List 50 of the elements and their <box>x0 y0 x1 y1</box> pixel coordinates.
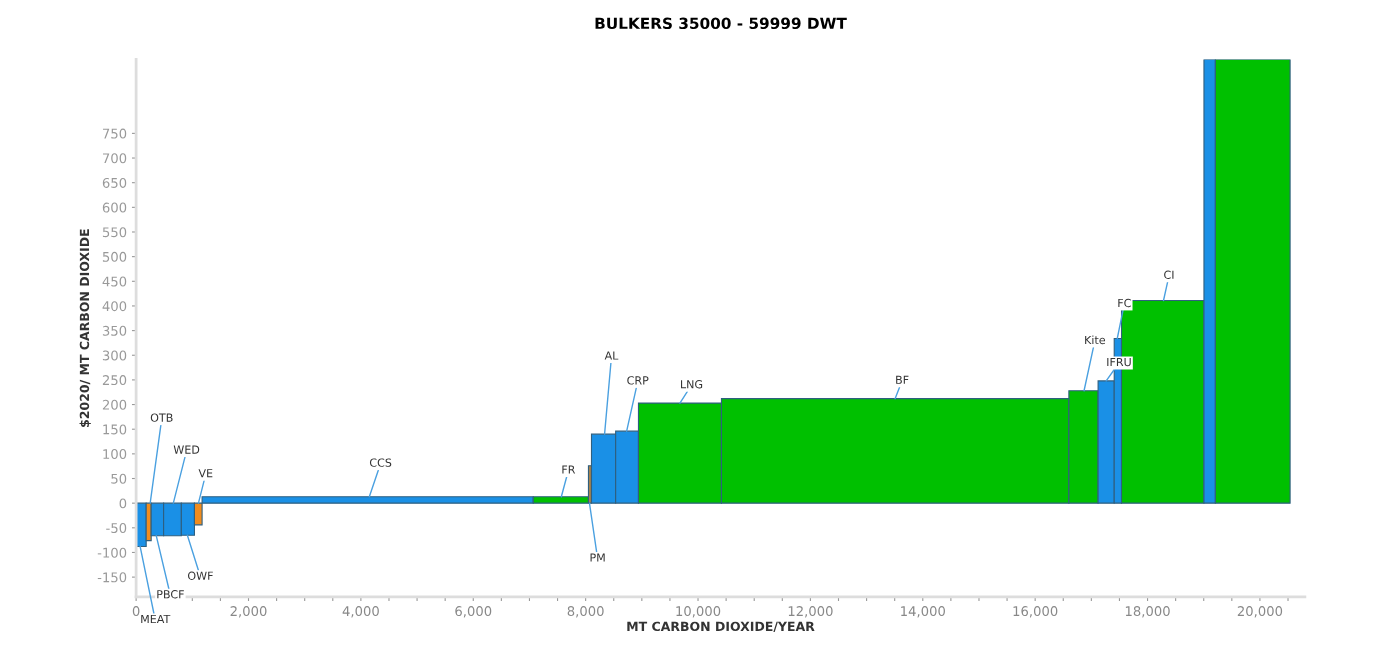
annotation: OWF <box>187 571 213 580</box>
y-tick-label: 600 <box>102 202 127 213</box>
annotation: CI <box>1164 270 1174 279</box>
annotation: OTB <box>150 413 173 422</box>
chart-title: BULKERS 35000 - 59999 DWT <box>595 17 847 30</box>
y-tick-label: 400 <box>102 301 127 312</box>
x-tick-label: 4,000 <box>342 606 379 618</box>
y-tick-label: 700 <box>102 153 127 164</box>
x-tick-label: 8,000 <box>567 606 604 618</box>
x-tick-label: 16,000 <box>1013 606 1058 618</box>
y-tick-label: 250 <box>102 375 127 386</box>
y-tick-label: 300 <box>102 350 127 361</box>
y-tick-label: 50 <box>111 473 127 484</box>
annotation: MEAT <box>141 614 171 624</box>
y-tick-label: -150 <box>97 572 127 583</box>
annotation: VE <box>198 469 213 478</box>
y-tick-label: 450 <box>102 276 127 287</box>
y-tick-label: 100 <box>103 449 127 460</box>
y-tick-label: -100 <box>97 547 127 558</box>
annotation: PBCF <box>157 590 184 599</box>
x-tick-label: 20,000 <box>1237 606 1283 618</box>
annotation: AL <box>604 351 619 360</box>
y-axis-title: $2020/ MT CARBON DIOXIDE <box>79 229 91 427</box>
annotation: IFRU <box>1107 357 1131 367</box>
annotation: FC <box>1118 298 1131 308</box>
y-tick-label: 150 <box>103 424 127 435</box>
y-tick-label: 0 <box>119 498 127 509</box>
x-tick-label: 2,000 <box>230 606 267 618</box>
y-tick-label: 550 <box>102 227 127 238</box>
annotation: LNG <box>681 380 703 389</box>
y-tick-label: 350 <box>102 325 127 336</box>
y-tick-label: 500 <box>102 251 127 262</box>
annotation: BF <box>896 375 909 384</box>
annotation: Kite <box>1085 335 1106 345</box>
x-tick-label: 0 <box>132 606 140 617</box>
x-tick-label: 10,000 <box>676 606 721 618</box>
annotation: CCS <box>369 458 392 467</box>
x-tick-label: 14,000 <box>901 606 945 618</box>
annotation: CRP <box>627 376 649 385</box>
x-axis-title: MT CARBON DIOXIDE/YEAR <box>627 621 815 633</box>
x-tick-label: 6,000 <box>455 606 492 618</box>
annotation: FR <box>562 465 576 474</box>
y-tick-label: 200 <box>102 399 127 410</box>
y-tick-label: 750 <box>102 128 127 139</box>
annotation: WED <box>173 445 200 454</box>
annotation: PM <box>590 553 605 562</box>
y-tick-label: -50 <box>106 523 127 534</box>
y-tick-label: 650 <box>102 177 127 188</box>
x-tick-label: 12,000 <box>788 606 833 618</box>
x-tick-label: 18,000 <box>1125 606 1170 618</box>
